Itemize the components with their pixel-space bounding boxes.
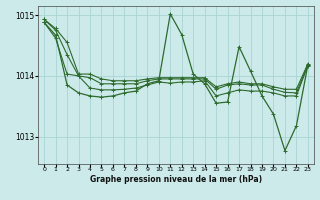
X-axis label: Graphe pression niveau de la mer (hPa): Graphe pression niveau de la mer (hPa) bbox=[90, 175, 262, 184]
